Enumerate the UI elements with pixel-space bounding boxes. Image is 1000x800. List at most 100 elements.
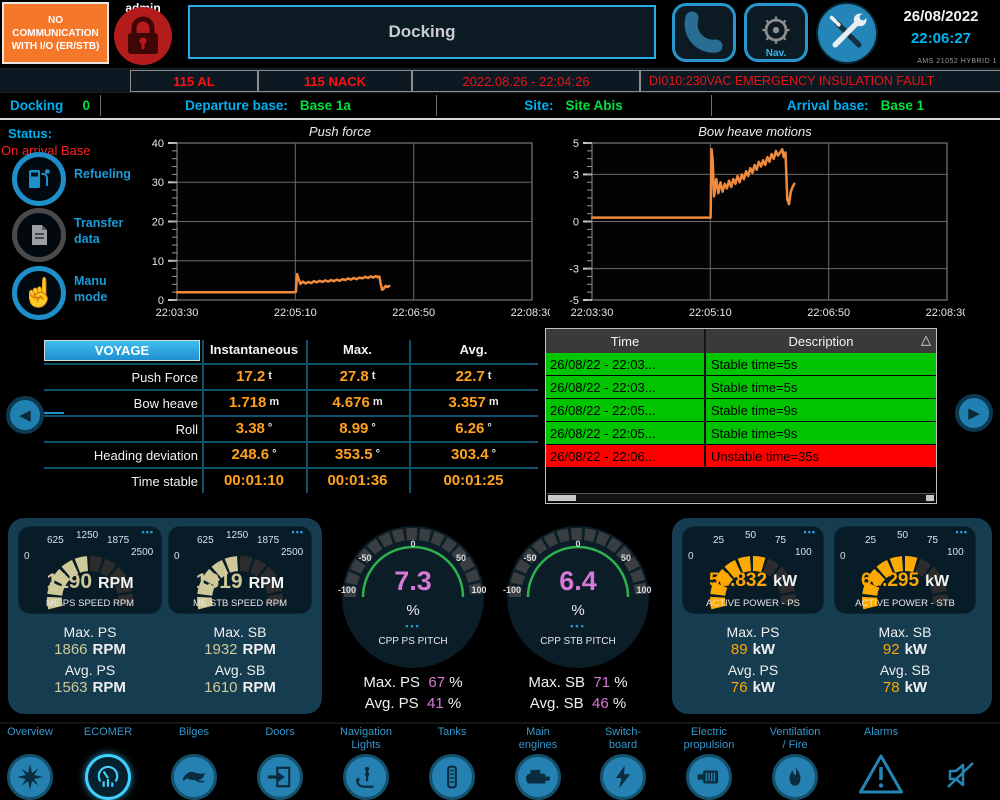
event-table-scrollbar[interactable]: [547, 493, 935, 502]
gauge-tick: 75: [775, 535, 787, 546]
pitch-stat-sb-max: Max. SB 71 %: [528, 674, 628, 691]
gauge-tick: 0: [24, 551, 30, 562]
gauge-tick: 1250: [76, 530, 99, 541]
gauge-tick: 100: [947, 547, 964, 558]
nav-item-tanks[interactable]: [429, 754, 475, 800]
nav-item-bilges[interactable]: [171, 754, 217, 800]
tools-button[interactable]: [816, 2, 878, 64]
nav-item-navigation-lights[interactable]: [343, 754, 389, 800]
navigation-button[interactable]: Nav.: [744, 3, 808, 62]
nack-count[interactable]: 115 NACK: [258, 70, 412, 92]
gauge-menu-icon[interactable]: •••: [803, 527, 816, 537]
gauge-menu-icon[interactable]: •••: [570, 621, 586, 631]
power-value: 58.832: [708, 570, 768, 591]
departure-base: Departure base: Base 1a: [100, 93, 436, 118]
stability-event-table: Time Description △ 26/08/22 - 22:03... St…: [545, 328, 937, 504]
bilge-ray-icon: [183, 771, 205, 783]
lock-button[interactable]: [114, 7, 172, 65]
manu-mode-button[interactable]: ☝: [12, 266, 66, 320]
arrival-base: Arrival base: Base 1: [711, 93, 1000, 118]
eco-gauge-icon: [97, 765, 119, 787]
hand-pointer-icon: ☝: [21, 277, 57, 308]
scrollbar-end[interactable]: [926, 495, 934, 501]
site-value: Site Abis: [565, 98, 623, 113]
refueling-label: Refueling: [74, 167, 131, 181]
docking-value: 0: [82, 98, 90, 113]
tools-icon: [829, 13, 867, 48]
next-page-button[interactable]: ▶: [955, 394, 993, 432]
transfer-data-button[interactable]: [12, 208, 66, 262]
gauge-tick: 25: [865, 535, 877, 546]
pitch-unit: %: [406, 602, 420, 619]
sort-icon[interactable]: △: [921, 332, 931, 347]
refueling-button[interactable]: [12, 152, 66, 206]
lightning-icon: [615, 765, 631, 789]
manu-mode-label: Manu mode: [74, 274, 108, 304]
compass-star-icon: [17, 764, 43, 790]
nav-item-ecomer[interactable]: [85, 754, 131, 800]
voyage-table-button[interactable]: VOYAGE: [44, 340, 200, 361]
gauge-label: ACTIVE POWER - STB: [855, 598, 955, 609]
muted-speaker-icon: [947, 762, 974, 788]
gauge-menu-icon[interactable]: •••: [955, 527, 968, 537]
warning-triangle-icon: [859, 754, 903, 794]
pitch-scale: -50: [523, 553, 537, 563]
pitch-scale: -100: [337, 585, 356, 595]
alarm-timestamp: 2022.08.26 - 22:04:26: [412, 70, 640, 92]
nav-item-main-engines[interactable]: [515, 754, 561, 800]
date-display: 26/08/2022: [903, 8, 979, 25]
alarm-count[interactable]: 115 AL: [130, 70, 258, 92]
time-display: 22:06:27: [910, 30, 972, 47]
nav-item-electric-propulsion[interactable]: [686, 754, 732, 800]
event-row[interactable]: 26/08/22 - 22:05... Stable time=9s: [546, 399, 936, 422]
heading-dev-avg: 303.4 °: [451, 446, 496, 463]
power-unit: kW: [773, 573, 798, 590]
gauge-menu-icon[interactable]: •••: [291, 527, 304, 537]
site-label: Site:: [524, 98, 554, 113]
power-stats-sb: Max. SB 92 kW Avg. SB 78 kW: [878, 624, 932, 696]
push-force-avg: 22.7 t: [455, 368, 492, 385]
nav-item-switchboard[interactable]: [600, 754, 646, 800]
prev-arrow-icon: ◀: [19, 407, 31, 424]
gauge-menu-icon[interactable]: •••: [141, 527, 154, 537]
next-arrow-icon: ▶: [968, 405, 980, 422]
svg-text:10: 10: [152, 256, 164, 268]
svg-text:22:03:30: 22:03:30: [156, 307, 199, 319]
pitch-stat-ps-avg: Avg. PS 41 %: [364, 695, 462, 712]
nav-item-alarms[interactable]: [858, 752, 904, 800]
event-row[interactable]: 26/08/22 - 22:03... Stable time=5s: [546, 353, 936, 376]
svg-text:-5: -5: [569, 295, 579, 307]
event-col-time[interactable]: Time: [546, 329, 706, 353]
gauge-tick: 25: [713, 535, 725, 546]
nav-item-ventilation-fire[interactable]: [772, 754, 818, 800]
nav-item-overview[interactable]: [7, 754, 53, 800]
event-row[interactable]: 26/08/22 - 22:05... Stable time=9s: [546, 422, 936, 445]
pitch-scale: 100: [636, 585, 652, 595]
prev-page-button[interactable]: ◀: [6, 396, 44, 434]
nav-label-electric-propulsion: Electric propulsion: [683, 726, 735, 751]
event-row[interactable]: 26/08/22 - 22:03... Stable time=5s: [546, 376, 936, 399]
event-row[interactable]: 26/08/22 - 22:06... Unstable time=35s: [546, 445, 936, 468]
push-force-inst: 17.2 t: [236, 368, 272, 385]
alarm-message[interactable]: DI010:230VAC EMERGENCY INSULATION FAULT: [640, 70, 1000, 92]
scrollbar-thumb[interactable]: [548, 495, 576, 501]
phone-button[interactable]: [672, 3, 736, 62]
nav-label-ventilation-fire: Ventilation / Fire: [769, 726, 821, 751]
pitch-value: 7.3: [394, 566, 432, 596]
gauge-label: ACTIVE POWER - PS: [706, 598, 800, 609]
docking-count: Docking 0: [0, 93, 100, 118]
svg-text:5: 5: [573, 138, 579, 150]
tank-level-icon: [447, 765, 457, 789]
voyage-row-label: Roll: [175, 422, 198, 437]
docking-label: Docking: [10, 98, 64, 113]
nav-label-navigation-lights: Navigation Lights: [340, 726, 392, 751]
mute-button[interactable]: [942, 755, 982, 800]
svg-text:22:06:50: 22:06:50: [807, 307, 850, 319]
nav-item-doors[interactable]: [257, 754, 303, 800]
pitch-value: 6.4: [559, 566, 597, 596]
nav-button-label: Nav.: [765, 48, 787, 59]
svg-text:22:05:10: 22:05:10: [274, 307, 317, 319]
voyage-col-max: Max.: [343, 342, 372, 357]
gauge-menu-icon[interactable]: •••: [405, 621, 421, 631]
event-col-description[interactable]: Description: [788, 333, 854, 349]
